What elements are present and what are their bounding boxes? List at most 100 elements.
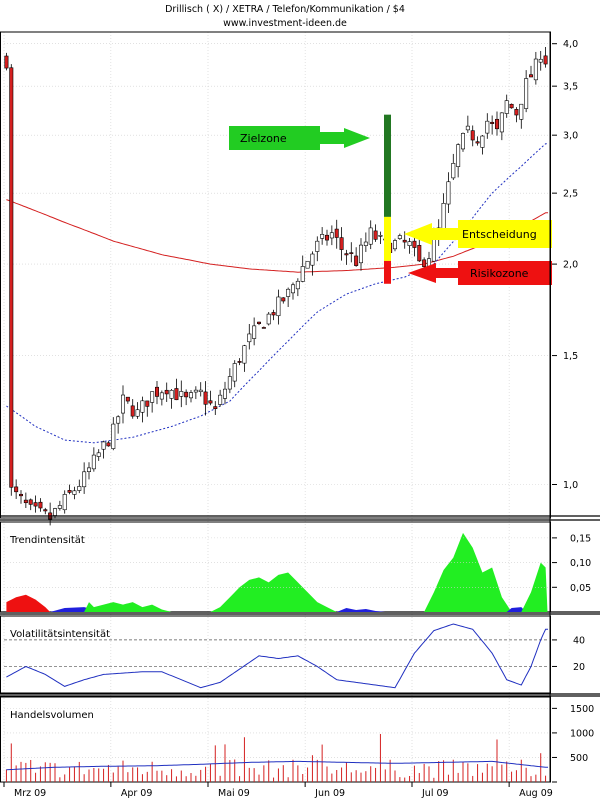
trend-area-segment xyxy=(506,607,527,612)
candle-body xyxy=(286,288,291,297)
candle-body xyxy=(339,237,344,250)
candle-body xyxy=(203,391,208,405)
candle-body xyxy=(490,121,495,124)
candle-body xyxy=(116,416,121,424)
candle-body xyxy=(252,325,257,339)
candle-body xyxy=(402,239,407,243)
candle-body xyxy=(164,389,169,395)
candle-body xyxy=(290,284,295,294)
candle-body xyxy=(247,333,252,343)
price-axis-tick-label: 4,0 xyxy=(563,39,578,50)
candle-body xyxy=(150,391,155,403)
candle-body xyxy=(174,388,179,401)
candle-body xyxy=(145,400,150,407)
candle-body xyxy=(417,245,422,262)
entscheidung-label-box xyxy=(458,220,552,248)
candle-body xyxy=(140,400,145,413)
volume-panel-title: Handelsvolumen xyxy=(10,710,94,721)
entscheidung-arrow xyxy=(404,223,458,245)
candle-body xyxy=(451,163,456,179)
candle-body xyxy=(305,260,310,269)
price-axis-tick-label: 1,5 xyxy=(563,351,578,362)
candle-body xyxy=(43,509,48,512)
candle-body xyxy=(519,103,524,120)
candle-body xyxy=(344,253,349,256)
vola-line xyxy=(6,623,548,689)
candle-body xyxy=(324,234,329,241)
candle-body xyxy=(446,181,451,205)
trend-area-segment xyxy=(424,532,512,612)
candle-body xyxy=(499,112,504,133)
trend-area-segment xyxy=(521,562,548,612)
moving-average-2 xyxy=(6,143,548,444)
candle-body xyxy=(456,144,461,167)
volume-axis-tick-label: 1000 xyxy=(570,728,594,739)
candle-body xyxy=(441,203,446,232)
vola-axis-tick-label: 20 xyxy=(573,662,585,673)
moving-average-1 xyxy=(6,199,548,273)
candle-body xyxy=(261,327,266,329)
candle-body xyxy=(28,499,33,505)
trend-area-segment xyxy=(336,608,386,612)
candle-body xyxy=(208,400,213,404)
candle-body xyxy=(271,312,276,316)
candle-body xyxy=(533,58,538,81)
zielzone-label-box xyxy=(229,126,320,150)
candle-body xyxy=(363,241,368,246)
trend-area-segment xyxy=(6,594,51,612)
risikozone-label: Risikozone xyxy=(470,267,529,280)
zone-bar-segment xyxy=(384,216,391,261)
candle-body xyxy=(111,423,116,449)
candle-body xyxy=(67,490,72,493)
candle-body xyxy=(57,505,62,509)
candle-body xyxy=(227,376,232,390)
candle-body xyxy=(9,67,14,488)
candle-body xyxy=(91,454,96,470)
candle-body xyxy=(373,230,378,240)
candle-body xyxy=(96,452,101,457)
candle-body xyxy=(320,234,325,239)
candle-body xyxy=(276,296,281,317)
risikozone-arrow xyxy=(408,263,458,283)
x-axis-tick-label: Jun 09 xyxy=(314,788,345,799)
candle-body xyxy=(485,120,490,134)
price-axis-tick-label: 1,0 xyxy=(563,480,578,491)
candle-body xyxy=(14,486,19,493)
candle-body xyxy=(159,392,164,400)
candle-body xyxy=(23,499,28,504)
candle-body xyxy=(295,280,300,290)
x-axis-tick-label: Aug 09 xyxy=(519,788,553,799)
zielzone-arrow xyxy=(320,128,370,148)
candle-body xyxy=(38,501,43,509)
candle-body xyxy=(4,55,9,69)
candle-body xyxy=(198,389,203,393)
trend-axis-tick-label: 0,05 xyxy=(570,583,591,594)
candle-body xyxy=(480,135,485,148)
trend-panel-title: Trendintensität xyxy=(9,535,85,546)
candle-body xyxy=(218,394,223,405)
candle-body xyxy=(106,442,111,447)
candle-body xyxy=(82,471,87,488)
candle-body xyxy=(125,396,130,402)
candle-body xyxy=(237,361,242,363)
candle-body xyxy=(62,494,67,511)
price-axis-tick-label: 3,0 xyxy=(563,131,578,142)
trend-area-segment xyxy=(210,572,337,612)
candle-body xyxy=(528,74,533,78)
candle-body xyxy=(77,486,82,491)
candle-body xyxy=(431,237,436,262)
trend-axis-tick-label: 0,15 xyxy=(570,533,591,544)
candle-body xyxy=(169,389,174,399)
candle-body xyxy=(281,297,286,302)
candle-body xyxy=(422,259,427,267)
candle-body xyxy=(232,363,237,382)
candle-body xyxy=(315,240,320,252)
risikozone-label-box xyxy=(458,261,552,285)
candle-body xyxy=(189,392,194,399)
candle-body xyxy=(412,240,417,248)
candle-body xyxy=(242,345,247,364)
candle-body xyxy=(368,227,373,245)
volume-average-line xyxy=(6,760,548,771)
volume-axis-tick-label: 500 xyxy=(570,753,588,764)
trend-area-segment xyxy=(84,602,172,612)
